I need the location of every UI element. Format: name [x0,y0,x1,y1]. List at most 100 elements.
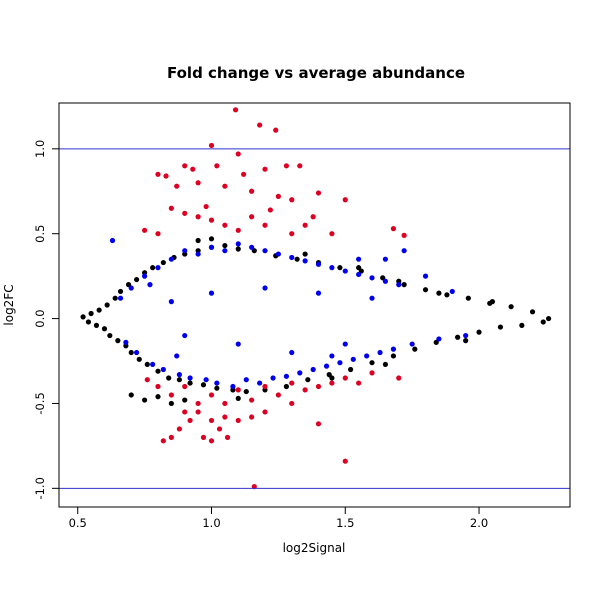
data-point [412,346,418,352]
data-point [310,214,316,220]
x-tick-label: 2.0 [470,516,488,530]
data-point [142,273,148,279]
data-point [195,409,201,415]
data-point [235,151,241,157]
data-point [195,214,201,220]
data-point [222,242,228,249]
data-point [160,259,166,266]
data-point [315,190,322,196]
data-point [329,231,335,237]
data-point [329,353,335,359]
data-point [109,237,116,244]
data-point [155,265,161,271]
data-point [369,360,375,366]
data-point [214,163,220,169]
data-point [350,356,356,362]
data-point [222,414,228,420]
data-point [200,382,207,388]
data-point [364,353,370,359]
data-point [342,197,348,203]
data-point [155,394,161,400]
data-point [305,377,311,383]
data-point [222,248,228,254]
data-point [117,288,124,295]
data-point [275,392,281,398]
data-point [519,322,525,328]
data-point [302,251,308,257]
data-point [249,414,255,420]
data-point [262,409,268,415]
data-point [348,366,354,373]
data-point [93,322,100,328]
data-point [112,295,118,301]
data-point [323,363,330,369]
data-point [80,314,86,320]
data-point [310,366,316,373]
data-point [289,380,295,386]
data-point [235,246,241,252]
data-point [275,251,281,257]
data-point [540,319,546,325]
data-point [182,383,188,390]
data-point [195,237,201,244]
data-point [444,292,450,298]
data-point [409,341,415,347]
data-point [262,383,268,390]
data-point [224,434,231,440]
data-point [257,122,263,128]
data-point [390,353,397,359]
data-point [382,278,388,284]
data-point [275,193,281,199]
data-point [342,268,348,274]
data-point [235,395,241,401]
data-point [182,332,188,339]
data-point [208,290,215,296]
data-point [382,361,388,368]
data-point [200,434,207,440]
data-point [208,417,215,424]
chart-title: Fold change vs average abundance [167,64,465,82]
data-point [342,375,348,381]
data-point [195,251,201,257]
data-point [382,256,388,262]
data-point [463,338,469,344]
data-point [187,380,193,386]
data-point [396,282,402,288]
data-point [262,285,268,291]
x-tick-label: 1.5 [336,516,354,530]
data-point [235,227,241,233]
data-point [117,295,124,301]
data-point [289,349,295,356]
data-point [249,244,255,250]
data-point [243,377,249,383]
data-point [273,127,279,133]
data-point [160,438,166,444]
data-point [144,361,150,368]
data-point [302,222,308,228]
data-point [214,380,220,386]
points-layer [80,107,552,490]
data-point [369,370,375,376]
data-point [529,309,536,315]
data-point [342,341,348,347]
y-tick-label: -0.5 [33,392,47,414]
data-point [230,383,236,390]
data-point [297,163,303,169]
data-point [128,392,134,398]
series-1 [109,237,469,390]
data-point [422,287,429,293]
data-point [163,173,169,179]
data-point [356,265,362,271]
data-point [401,282,407,288]
data-point [302,258,308,264]
data-point [356,271,362,278]
x-axis: 0.5 1.0 1.5 2.0 [69,506,488,530]
y-tick-label: -1.0 [33,477,47,499]
data-point [187,417,193,424]
data-point [176,426,182,432]
data-point [147,282,153,288]
data-point [150,265,156,271]
data-point [337,360,343,366]
data-point [208,217,215,223]
data-point [88,310,94,317]
